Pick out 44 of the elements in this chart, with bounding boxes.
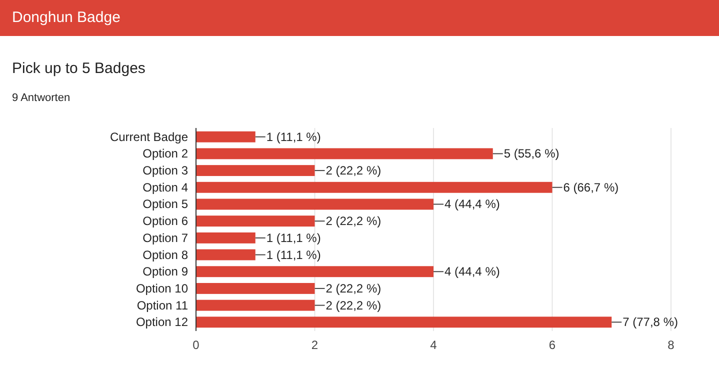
y-tick-label: Option 2	[142, 146, 188, 161]
data-label: 6 (66,7 %)	[563, 180, 619, 194]
bar	[196, 131, 256, 142]
data-label: 2 (22,2 %)	[326, 214, 382, 228]
data-label: 2 (22,2 %)	[326, 281, 382, 296]
y-tick-label: Option 12	[136, 315, 188, 330]
x-tick-label: 4	[430, 338, 438, 352]
bar	[196, 216, 315, 227]
bar	[196, 182, 552, 193]
data-label: 4 (44,4 %)	[444, 264, 500, 279]
data-label: 2 (22,2 %)	[326, 298, 382, 312]
bar	[196, 300, 315, 311]
data-label: 1 (11,1 %)	[266, 130, 321, 144]
y-tick-label: Option 8	[142, 248, 188, 262]
y-tick-label: Option 6	[142, 214, 188, 228]
bar	[196, 165, 315, 176]
y-tick-label: Option 10	[136, 281, 188, 296]
y-tick-label: Option 7	[142, 230, 188, 245]
data-label: 7 (77,8 %)	[622, 315, 678, 330]
text: Donghun Badge	[12, 8, 120, 26]
y-tick-label: Option 5	[142, 197, 188, 212]
x-tick-label: 6	[548, 338, 556, 352]
data-label: 1 (11,1 %)	[266, 230, 321, 245]
bar	[196, 282, 315, 294]
data-label: 1 (11,1 %)	[266, 248, 321, 262]
y-tick-label: Option 9	[142, 264, 188, 279]
chart-subtitle: Pick up to 5 Badges	[12, 60, 146, 77]
y-tick-label: Option 11	[136, 298, 188, 312]
data-label: 2 (22,2 %)	[326, 164, 382, 178]
x-tick-label: 2	[311, 338, 318, 352]
x-tick-label: 8	[668, 338, 675, 352]
bar	[196, 148, 493, 160]
bar	[196, 316, 612, 328]
bar	[196, 249, 256, 260]
y-tick-label: Option 3	[142, 164, 188, 178]
data-label: 5 (55,6 %)	[504, 146, 560, 161]
bar	[196, 232, 256, 244]
bar	[196, 198, 434, 210]
bar	[196, 266, 434, 278]
text: 9 Antworten	[12, 92, 70, 104]
y-tick-label: Option 4	[142, 180, 188, 194]
data-label: 4 (44,4 %)	[444, 197, 500, 212]
x-tick-label: 0	[192, 338, 200, 352]
y-tick-label: Current Badge	[110, 130, 188, 144]
